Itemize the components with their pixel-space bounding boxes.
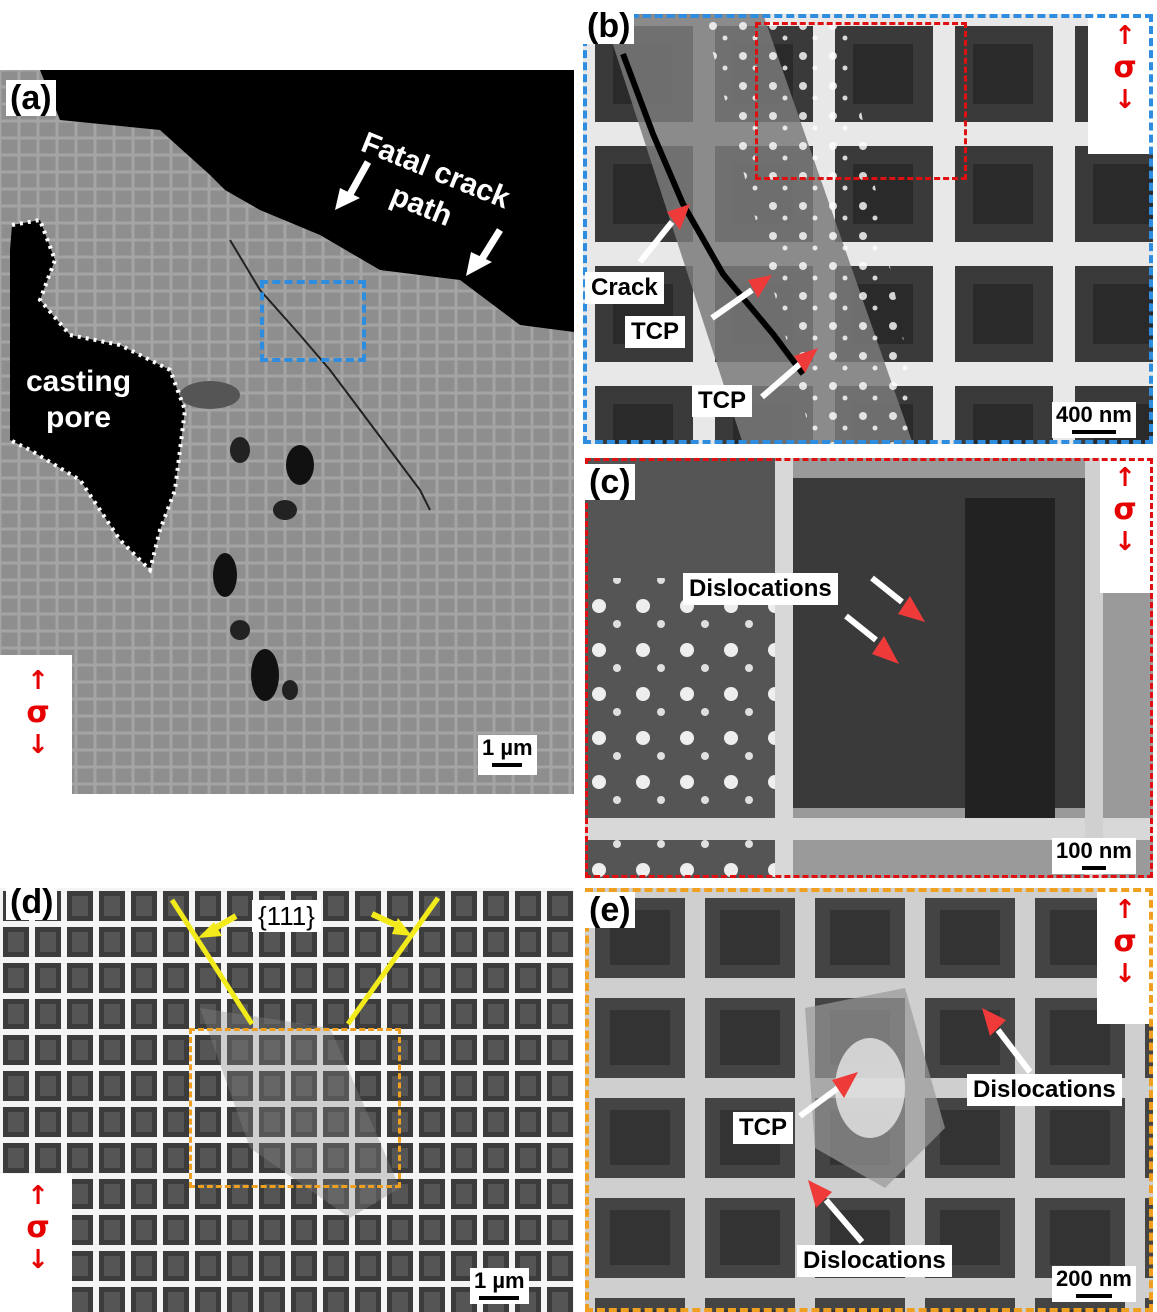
- panel-c-micrograph: [585, 458, 1153, 878]
- panel-a-scale-bar: 1 µm: [478, 735, 537, 775]
- dislocations-label-c: Dislocations: [683, 573, 838, 605]
- panel-e-label: (e): [585, 892, 635, 928]
- tcp-label-2: TCP: [692, 385, 752, 417]
- panel-b-micrograph: [583, 14, 1153, 444]
- panel-e-stress-indicator: ↑ σ ↓: [1105, 894, 1145, 990]
- panel-b-scale-bar: 400 nm: [1052, 402, 1136, 438]
- panel-d-micrograph: [0, 888, 574, 1312]
- plane-111-label: {111}: [252, 900, 321, 932]
- tcp-label-e: TCP: [733, 1112, 793, 1144]
- panel-d-stress-indicator: ↑ σ ↓: [18, 1180, 58, 1276]
- panel-b-stress-indicator: ↑ σ ↓: [1105, 20, 1145, 116]
- panel-d-scale-bar: 1 µm: [470, 1268, 529, 1304]
- dislocations-label-e-2: Dislocations: [797, 1245, 952, 1277]
- panel-c-label: (c): [585, 464, 635, 500]
- panel-c-stress-indicator: ↑ σ ↓: [1105, 462, 1145, 558]
- tcp-label-1: TCP: [625, 316, 685, 348]
- dislocations-label-e-1: Dislocations: [967, 1074, 1122, 1106]
- panel-b-label: (b): [583, 8, 635, 44]
- panel-d-label: (d): [6, 884, 58, 920]
- panel-a-stress-indicator: ↑ σ ↓: [18, 665, 58, 761]
- casting-pore-label: casting pore: [26, 365, 132, 434]
- crack-label: Crack: [585, 272, 664, 304]
- panel-c-scale-bar: 100 nm: [1052, 838, 1136, 874]
- panel-e-scale-bar: 200 nm: [1052, 1266, 1136, 1302]
- panel-a-label: (a): [6, 80, 56, 116]
